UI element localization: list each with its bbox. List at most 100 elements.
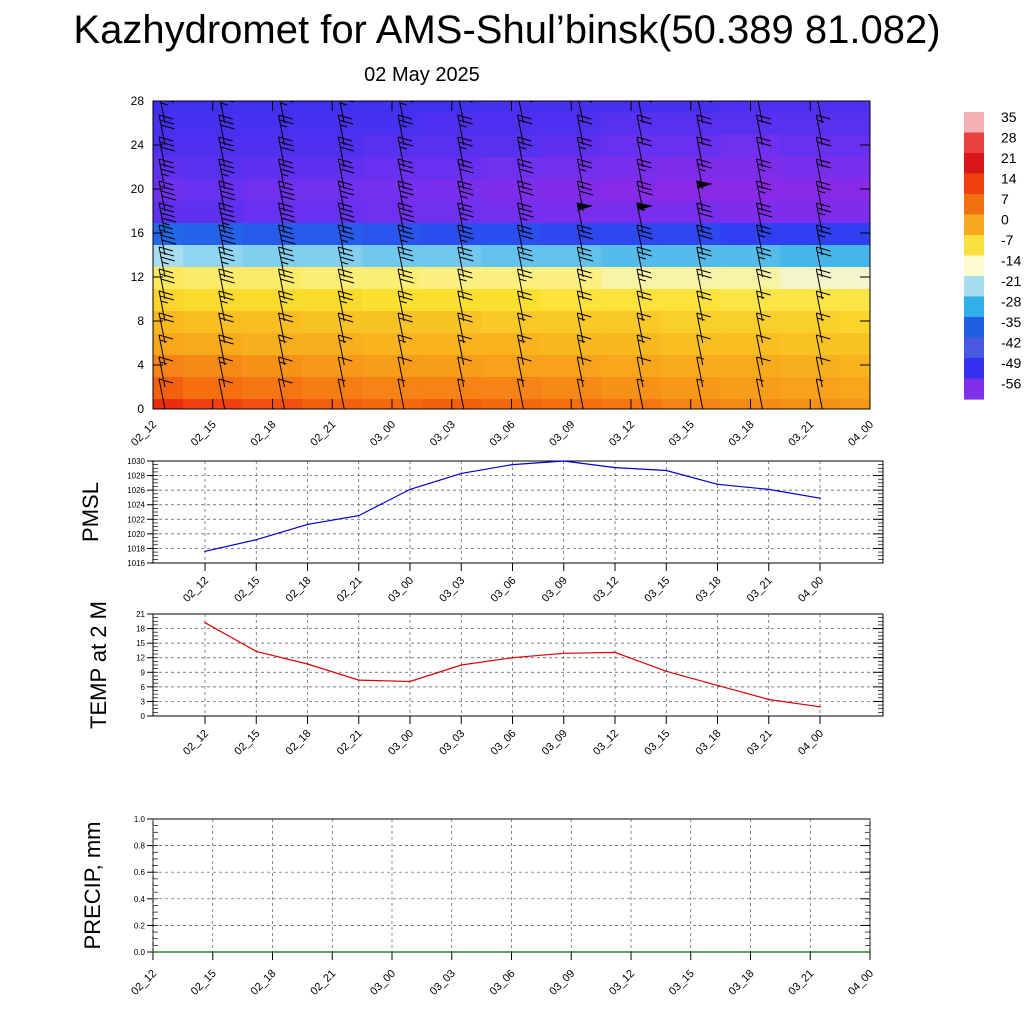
colorbar-label: -21 [1001,273,1021,289]
wind-barb-feather [756,246,771,252]
wind-barb-staff [696,356,704,388]
wind-barb-feather [876,291,890,295]
wind-barb-feather [219,229,234,235]
wind-barb-feather [518,273,533,279]
wind-barb-feather [816,268,831,274]
temperature-cell [660,310,722,333]
wind-barb-feather [517,158,532,164]
wind-barb-half-feather [160,102,168,106]
wind-barb-half-feather [400,195,408,199]
wind-barb-feather [340,217,356,223]
temperature-cell [720,310,782,333]
temperature-cell [421,376,483,399]
temperature-cell [182,134,244,157]
wind-barb-feather [877,230,891,234]
temperature-cell [660,101,722,113]
wind-barb-feather [637,71,651,75]
wind-barb-feather [278,334,293,340]
wind-barb-feather [578,76,592,80]
wind-barb-feather [339,163,354,169]
wind-barb-feather [338,158,353,164]
x-tick-label: 03_12 [607,968,637,998]
temperature-cell [720,134,782,157]
wind-barb-half-feather [877,274,884,276]
wind-barb-half-feather [399,146,407,150]
wind-barb-half-feather [578,317,586,321]
y-tick-label: 1016 [127,559,145,568]
chart-subtitle: 02 May 2025 [364,64,480,86]
wind-barb-feather [220,76,234,80]
wind-barb-feather [158,114,174,120]
temperature-cell [720,376,782,399]
wind-barb-staff [283,101,285,102]
temperature-cell [421,266,483,289]
temperature-cell [780,332,842,355]
wind-barb-feather [577,93,591,97]
data-point [511,656,514,659]
wind-barb-feather [697,273,712,279]
wind-barb-feather [697,71,711,75]
wind-barb-staff [397,378,405,409]
wind-barb-half-feather [578,339,586,343]
wind-barb-feather [158,158,174,164]
wind-barb-feather [339,229,354,235]
panel-frame [152,460,884,564]
wind-barb-staff [218,378,226,409]
temperature-cell [182,112,244,135]
wind-barb-half-feather [578,146,587,150]
temperature-cell [660,354,722,377]
wind-barb-half-feather [220,102,228,106]
wind-barb-feather [161,195,176,201]
wind-barb-feather [519,168,534,174]
wind-barb-staff [343,101,345,102]
wind-barb-feather [279,163,294,169]
wind-barb-feather [877,164,891,168]
temperature-cell [660,112,722,135]
wind-barb-feather [159,163,175,169]
x-tick-label: 03_21 [745,575,775,605]
temperature-cell [780,200,842,223]
temperature-cell [720,112,782,135]
wind-barb-feather [577,136,592,142]
data-point [665,670,668,673]
wind-barb-feather [159,141,175,147]
wind-barb-half-feather [159,361,168,365]
data-point [391,951,393,953]
wind-barb-feather [397,136,413,142]
wind-barb-pennant [576,202,594,211]
temperature-cell [541,376,603,399]
temperature-cell [541,398,603,409]
wind-barb-feather [219,93,233,97]
x-tick-label: 03_03 [437,575,467,605]
wind-barb-staff [876,159,882,189]
wind-barb-feather [399,76,413,80]
wind-barb-feather [279,71,293,75]
wind-barb-feather [397,202,413,208]
temperature-cell [780,101,842,113]
temperature-cell [182,266,244,289]
wind-barb-feather [817,229,832,235]
wind-barb-half-feather [518,317,526,321]
wind-barb-half-feather [280,300,288,304]
wind-barb-feather [221,239,236,245]
wind-barb-feather [756,136,771,142]
temperature-cell [242,288,304,311]
wind-barb-feather [339,251,354,257]
temperature-cell [780,354,842,377]
wind-barb-feather [218,334,233,340]
data-point [460,664,463,666]
wind-barb-feather [696,224,711,230]
wind-barb-half-feather [817,234,826,238]
colorbar-label: 0 [1001,212,1009,228]
y-tick-label: 0.6 [134,868,146,877]
wind-barb-feather [339,119,354,125]
colorbar-label: -49 [1001,355,1021,371]
wind-barb-feather [397,246,413,252]
wind-barb-feather [338,224,353,230]
temperature-cell [481,200,543,223]
wind-barb-feather [638,76,652,80]
temperature-cell [660,398,722,409]
temperature-cell [660,376,722,399]
x-tick-label: 02_15 [232,728,262,758]
